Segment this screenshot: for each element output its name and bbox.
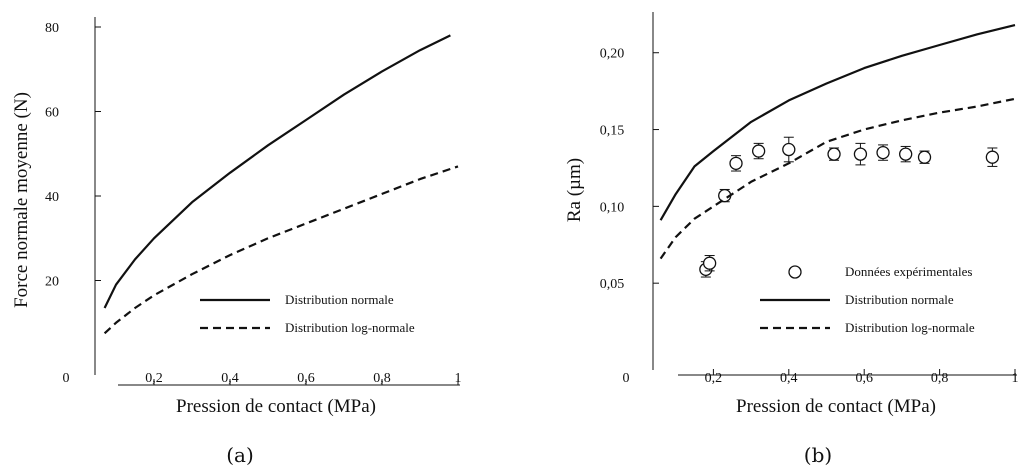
data-point [702,256,717,270]
y-tick-label: 80 [45,21,59,36]
y-tick-label: 0,15 [600,124,625,139]
panel-b: 0,05 0,10 0,15 0,20 0 0,2 0,4 0,6 0,8 1 Pression d… [564,12,1019,467]
y-tick-label: 20 [45,275,59,290]
legend-marker [788,265,802,279]
series-line [103,165,459,335]
legend-label: Distribution log-normale [845,320,975,335]
x-tick-label: 1 [1012,371,1019,386]
data-point [985,150,1000,164]
panel-label: (b) [804,443,832,467]
legend-label: Distribution log-normale [285,320,415,335]
x-tick-label: 0,2 [145,371,163,386]
x-tick-label: 0,2 [705,371,723,386]
y-tick-label: 0,10 [600,200,625,215]
x-tick-label: 0,8 [931,371,949,386]
data-point [917,150,932,164]
y-axis-label: Force normale moyenne (N) [11,92,32,308]
series-line [103,34,451,309]
y-tick-label: 40 [45,190,59,205]
data-point [899,147,913,161]
x-tick-label: 0,6 [855,371,873,386]
x-axis-label: Pression de contact (MPa) [736,396,936,417]
data-point [853,147,868,161]
data-point [751,144,766,158]
x-tick-label: 0 [63,371,70,386]
x-tick-label: 1 [455,371,462,386]
y-tick-label: 0,05 [600,277,625,292]
y-tick-label: 60 [45,106,59,121]
x-tick-label: 0,8 [373,371,391,386]
x-axis-label: Pression de contact (MPa) [176,396,376,417]
data-point [827,147,841,161]
panel-a: 20 40 60 80 0 0,2 0,4 0,6 0,8 1 Pression de contac… [11,17,462,467]
x-tick-label: 0,6 [297,371,315,386]
x-tick-label: 0,4 [780,371,798,386]
x-tick-label: 0 [623,371,630,386]
series-line [659,24,1016,221]
data-point [782,142,796,157]
x-tick-label: 0,4 [221,371,239,386]
y-tick-label: 0,20 [600,47,625,62]
legend-label: Distribution normale [285,292,394,307]
data-point [729,156,743,170]
series-line [659,97,1016,260]
legend-label: Distribution normale [845,292,954,307]
data-point [876,145,890,160]
legend-label: Données expérimentales [845,264,972,279]
panel-label: (a) [226,443,254,467]
y-axis-label: Ra (µm) [564,158,585,222]
